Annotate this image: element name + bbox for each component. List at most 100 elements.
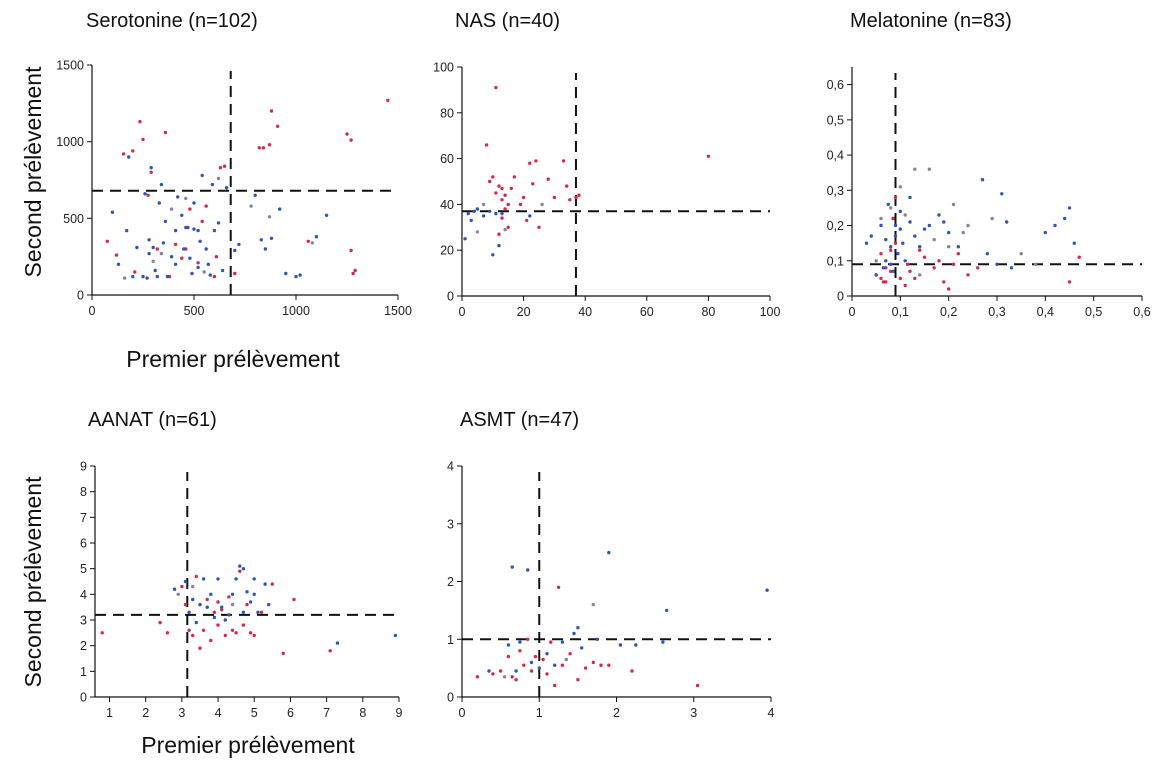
data-point [595,637,599,641]
data-point [208,273,212,277]
data-point [176,592,180,596]
data-point [893,223,898,228]
data-point [521,195,526,200]
data-point [884,266,888,270]
data-point [351,271,355,276]
x-tick-label: 0,2 [940,305,957,319]
data-point [913,167,917,171]
data-point [518,649,522,653]
data-point [169,255,174,259]
data-point [204,247,208,251]
data-point [245,590,249,594]
x-tick-label: 1 [536,706,543,720]
data-point [889,206,893,210]
data-point [995,262,999,266]
data-point [335,641,340,645]
data-point [147,251,151,256]
data-point [206,262,210,266]
data-point [618,643,623,647]
data-point [553,683,557,688]
data-point [205,597,209,602]
data-point [491,175,495,179]
data-point [526,568,530,572]
data-point [328,649,332,653]
data-point [898,276,902,281]
data-point [898,185,902,189]
x-tick-label: 4 [215,706,222,720]
data-point [349,138,353,142]
y-tick-label: 100 [433,61,454,75]
data-point [161,241,166,245]
data-point [583,666,588,670]
data-point [269,109,274,113]
data-point [475,675,480,679]
data-point [947,230,951,235]
data-point [630,669,634,673]
y-tick-label: 6 [80,537,87,551]
data-point [893,241,898,245]
data-point [1063,216,1067,221]
data-point [568,652,572,656]
y-tick-label: 2 [80,639,87,653]
data-point [886,202,890,207]
data-point [537,666,541,670]
data-point [198,239,202,243]
data-point [531,182,535,186]
data-point [200,173,204,178]
x-tick-label: 500 [184,304,205,318]
y-tick-label: 3 [447,517,454,531]
data-point [116,262,121,266]
data-point [220,268,225,273]
data-point [227,595,231,599]
y-tick-label: 4 [80,588,87,602]
data-point [216,623,220,627]
data-point [491,672,495,676]
data-point [553,663,557,667]
data-point [270,582,274,586]
panel-nas: NAS (n=40) 0 20 40 60 80 100 0 20 40 60 80 100 [433,10,780,319]
data-point [494,85,498,90]
y-tick-label: 0 [837,290,844,304]
data-point [191,597,195,602]
data-point [903,259,907,263]
data-point [529,669,534,673]
data-point [159,182,164,187]
data-point [908,220,912,224]
data-point [267,143,272,147]
data-point [259,610,264,614]
data-point [512,175,517,179]
y-tick-label: 500 [63,212,84,226]
y-tick-label: 1 [447,633,454,647]
data-point [230,628,235,632]
x-tick-label: 0 [459,305,466,319]
data-point [165,274,170,279]
data-point [131,149,135,153]
y-tick-label: 8 [80,485,87,499]
y-tick-label: 40 [440,198,454,212]
data-point [922,227,927,231]
data-point [918,245,922,249]
data-point [481,202,486,207]
data-point [966,223,970,228]
data-point [234,631,238,635]
data-point [913,276,917,281]
data-point [153,268,157,273]
data-point [889,269,893,273]
data-point [163,219,168,224]
data-point [534,159,538,163]
data-point [706,154,711,158]
data-point [209,638,213,643]
data-point [545,672,549,676]
data-point [121,152,126,156]
data-point [201,577,206,581]
data-point [942,280,946,284]
data-point [173,228,178,233]
data-point [947,245,951,249]
data-point [158,620,162,625]
data-point [261,146,266,150]
data-point [210,182,215,187]
data-point [498,669,503,673]
data-point [114,253,119,257]
data-point [353,268,357,273]
data-point [961,230,965,235]
